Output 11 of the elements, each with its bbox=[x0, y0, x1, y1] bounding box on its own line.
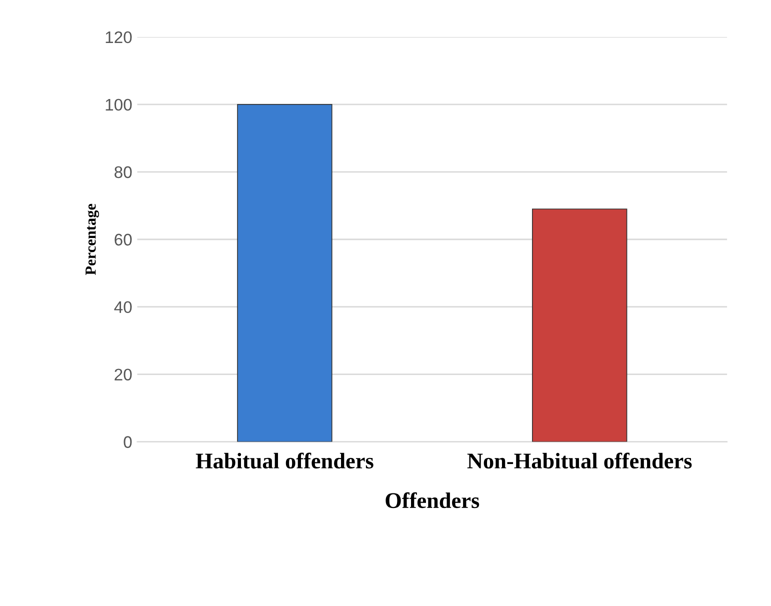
y-tick-label: 80 bbox=[114, 166, 132, 178]
x-tick-label: Habitual offenders bbox=[196, 452, 374, 469]
y-tick-label: 120 bbox=[106, 31, 132, 44]
y-tick-label: 40 bbox=[114, 301, 132, 314]
y-tick-label: 100 bbox=[106, 98, 132, 111]
x-axis-title: Offenders bbox=[386, 492, 480, 508]
y-tick-label: 0 bbox=[124, 436, 132, 448]
x-tick-label: Non-Habitual offenders bbox=[467, 452, 692, 469]
y-tick-label: 60 bbox=[114, 234, 132, 246]
y-tick-label: 20 bbox=[114, 368, 132, 381]
y-axis-title: Percentage bbox=[86, 204, 100, 276]
